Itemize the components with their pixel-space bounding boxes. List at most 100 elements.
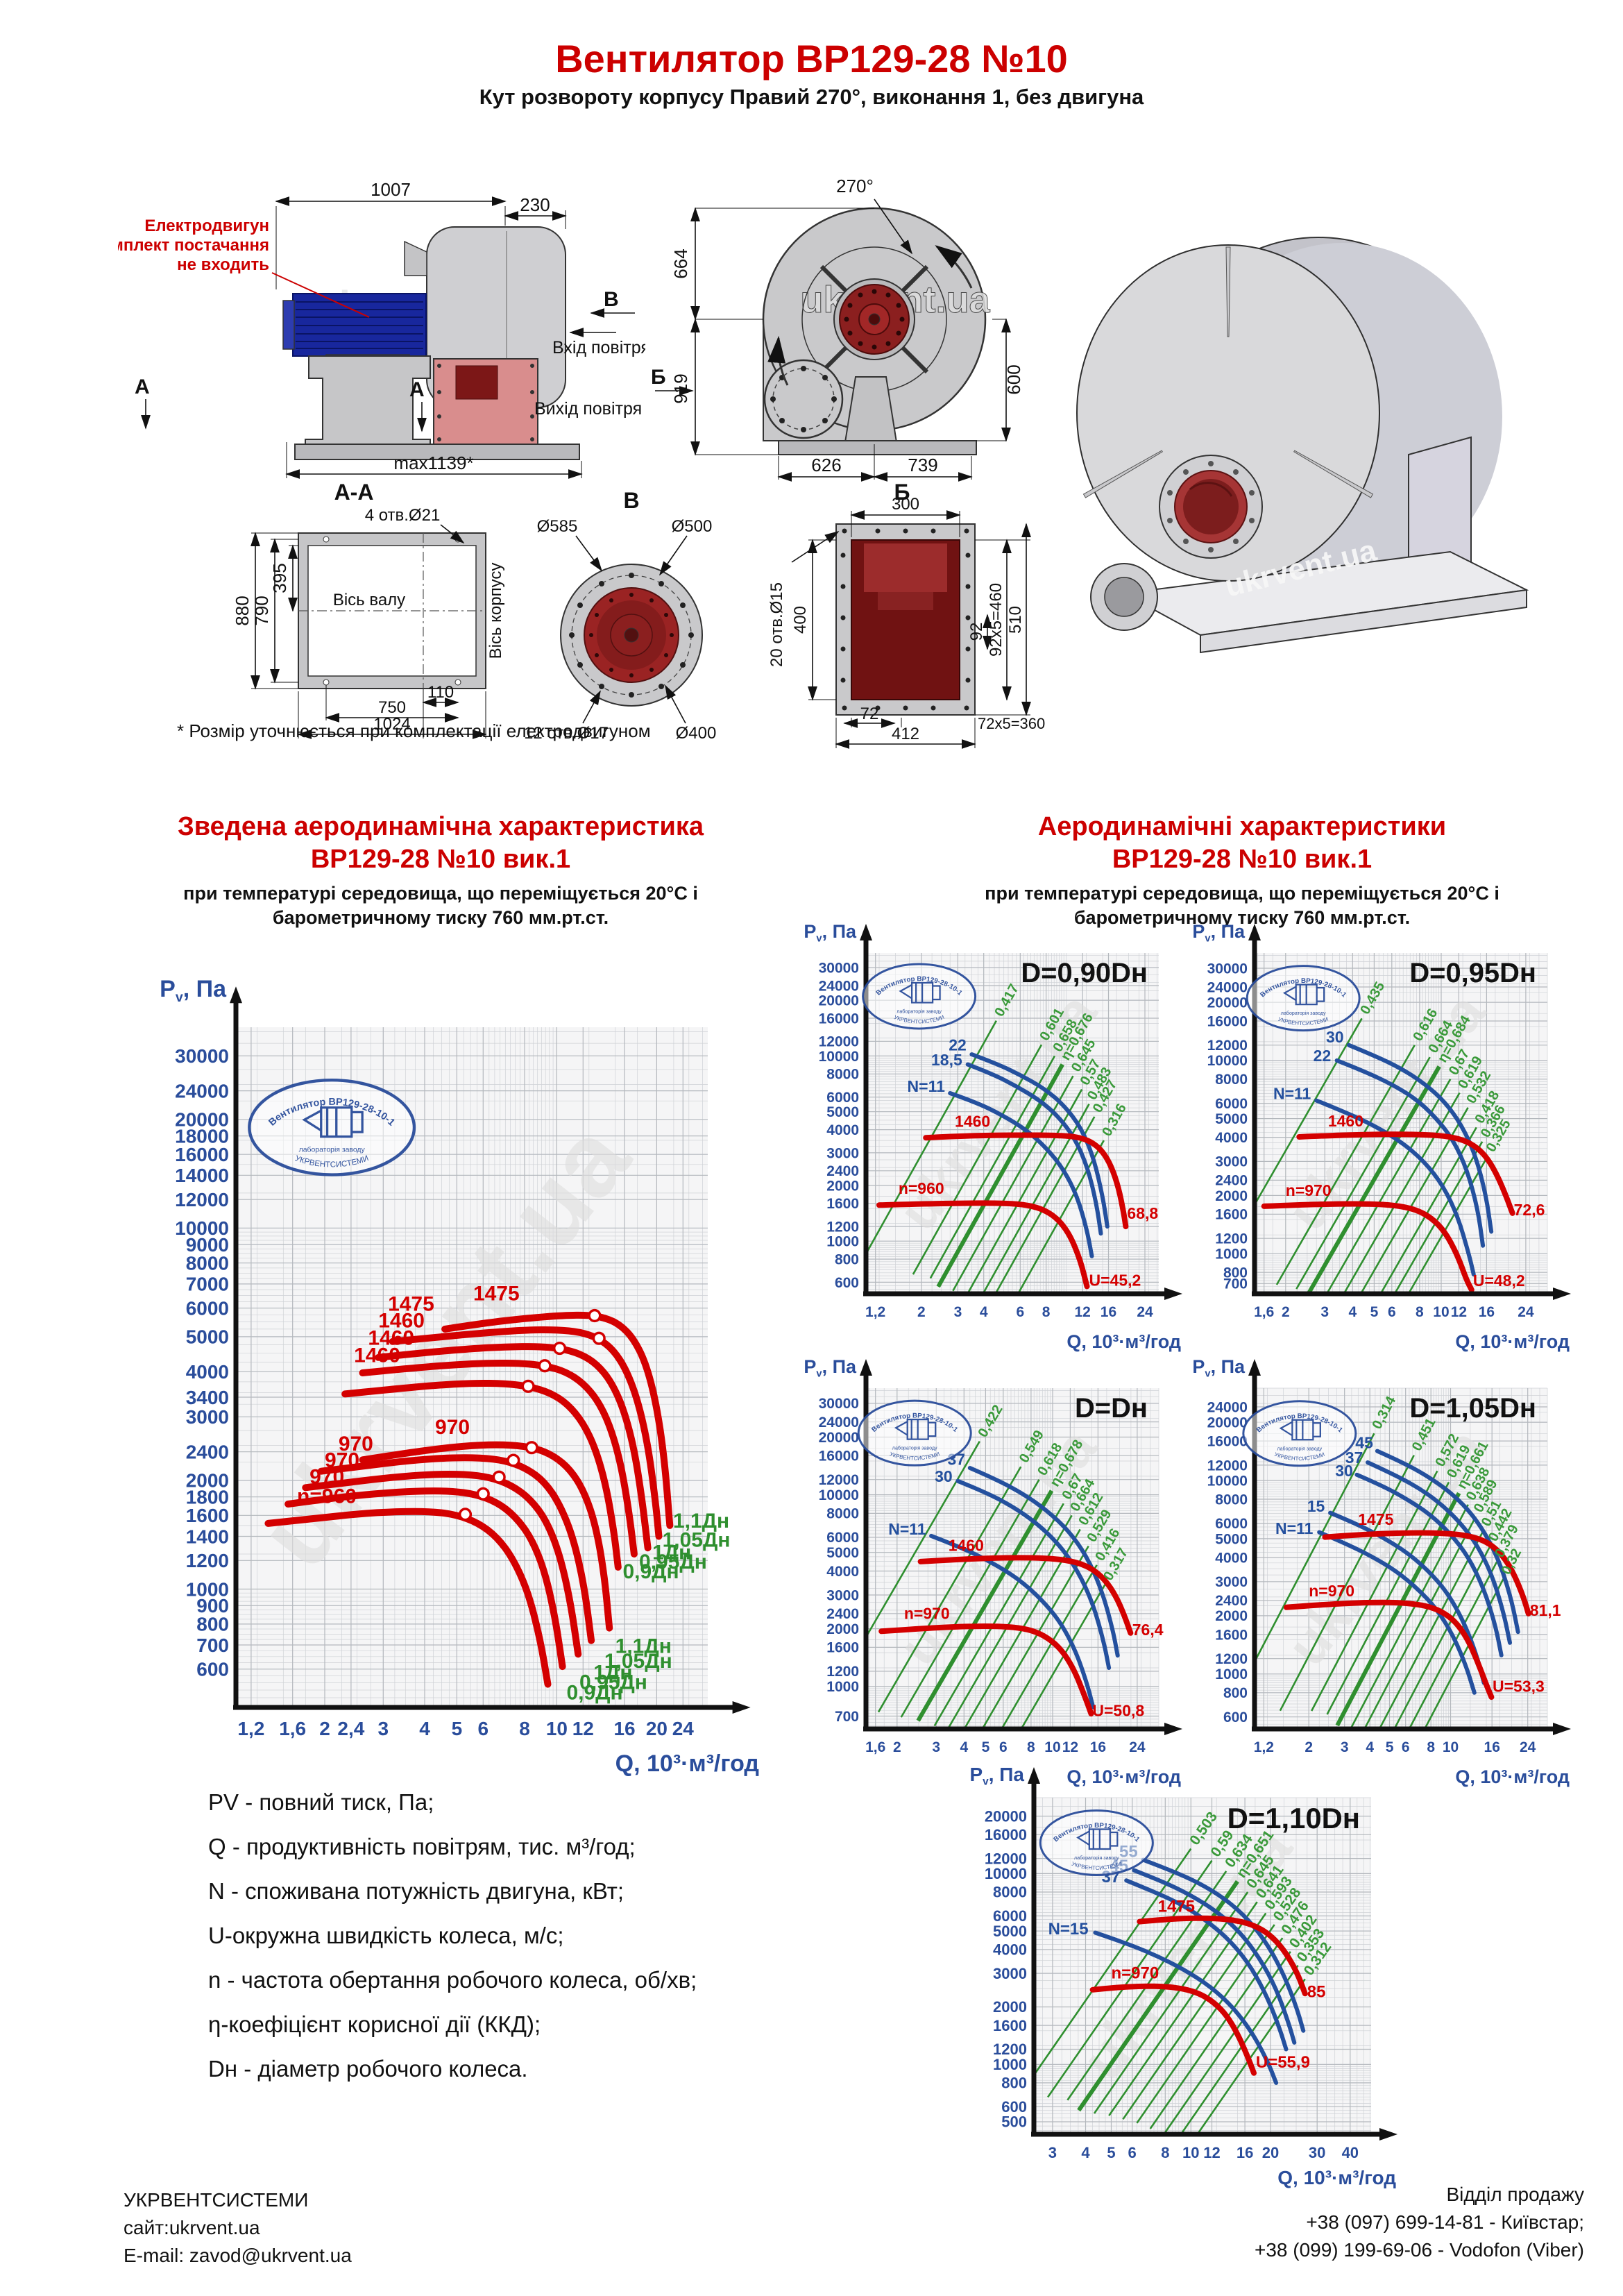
y-tick: 5000	[993, 1923, 1027, 1940]
legend-pv: PV - повний тиск, Па;	[208, 1789, 434, 1815]
y-tick: 600	[196, 1659, 229, 1680]
y-tick: 1000	[186, 1578, 229, 1600]
footer-email[interactable]: E-mail: zavod@ukrvent.ua	[124, 2245, 352, 2266]
chart-c: ukrvent.ua0,4220,5490,618η=0,6780,670,66…	[804, 1356, 1182, 1787]
y-tick: 20000	[1207, 1415, 1248, 1430]
y-tick: 2000	[1215, 1608, 1248, 1624]
x-tick: 5	[452, 1718, 463, 1739]
curve-N11	[1314, 1098, 1476, 1277]
x-tick: 12	[572, 1718, 594, 1739]
x-tick: 5	[982, 1739, 990, 1755]
x-tick: 8	[1416, 1304, 1424, 1320]
x-tick: 1,2	[1254, 1739, 1274, 1755]
y-tick: 2400	[186, 1442, 229, 1463]
curve-n970	[1283, 1599, 1495, 1700]
section-mark-v: В	[604, 288, 619, 311]
3d-flange-bolts	[1167, 461, 1255, 552]
legend-dn: Dн - діаметр робочого колеса.	[208, 2056, 528, 2082]
page-title: Вентилятор ВР129-28 №10	[555, 37, 1068, 81]
chart-e: ukrvent.ua0,5030,590,634η=0,6510,6450,64…	[969, 1764, 1397, 2188]
y-tick: 16000	[1207, 1433, 1248, 1449]
curve-N37	[967, 1466, 1120, 1658]
curve-N11	[948, 1091, 1094, 1258]
x-tick: 10	[546, 1718, 568, 1739]
stamp-logo: Вентилятор ВР129-28-10-1УКРВЕНТСИСТЕМИла…	[1039, 1809, 1154, 1877]
eta-line	[981, 1545, 1089, 1729]
curve-label: 37	[1345, 1449, 1363, 1467]
curve-label: 85	[1307, 1982, 1326, 2001]
y-tick: 1000	[826, 1234, 859, 1250]
curve-N22	[1334, 1058, 1486, 1248]
dim-664: 664	[670, 248, 691, 278]
curve-label: 22	[949, 1036, 967, 1054]
eta-line	[1149, 1937, 1284, 2129]
y-tick: 8000	[826, 1506, 859, 1522]
chart-title: D=0,90Dн	[1021, 958, 1148, 988]
summary-section-header: Зведена аеродинамічна характеристика ВР1…	[90, 811, 791, 930]
x-tick: 5	[1386, 1739, 1394, 1755]
svg-tspan: P	[969, 1764, 983, 1785]
x-tick: 12	[1062, 1739, 1078, 1755]
footer-phone2[interactable]: +38 (099) 199-69-06 - Vodofon (Viber)	[1254, 2239, 1584, 2261]
y-axis-label: Pv, Па	[804, 1356, 857, 1379]
chart-d095: ukrvent.ua 0,435 0,616 0,664 η=0,684 0,67 0,61…	[1185, 920, 1574, 1357]
y-tick: 1600	[826, 1640, 859, 1656]
curve-marker	[492, 1470, 506, 1484]
curve-n960	[876, 1200, 1090, 1290]
x-tick: 24	[1137, 1304, 1153, 1320]
eta-line	[1122, 1912, 1267, 2120]
curve-N55	[1141, 1857, 1306, 2033]
y-tick: 12000	[1207, 1458, 1248, 1474]
y-axis-label: Pv, Па	[1192, 1356, 1246, 1379]
y-tick: 5000	[1215, 1531, 1248, 1547]
curve-label: U=45,2	[1089, 1271, 1141, 1289]
y-tick: 3000	[826, 1587, 859, 1603]
stamp-fan-glyph	[1279, 1419, 1321, 1441]
x-tick: 1,2	[865, 1304, 885, 1320]
y-tick: 800	[1223, 1685, 1248, 1701]
footer-phone1[interactable]: +38 (097) 699-14-81 - Київстар;	[1306, 2211, 1584, 2233]
grid-minor	[866, 953, 1159, 1294]
curve-label: 1,05Дн	[604, 1650, 672, 1673]
y-tick: 4000	[1215, 1550, 1248, 1566]
y-tick: 10000	[819, 1487, 859, 1503]
y-tick: 16000	[819, 1449, 859, 1464]
svg-tspan: P	[160, 976, 176, 1002]
curve-label: 1475	[473, 1283, 520, 1306]
curve-label: 1460	[955, 1112, 990, 1130]
x-tick: 10	[1443, 1739, 1459, 1755]
y-tick: 18000	[175, 1125, 229, 1147]
curve-label: 1Дн	[593, 1662, 632, 1685]
y-tick: 2000	[826, 1621, 859, 1637]
y-tick: 10000	[985, 1865, 1027, 1882]
y-tick: 1200	[1215, 1231, 1248, 1247]
x-tick: 16	[1484, 1739, 1500, 1755]
drawing-side-view: ukrvent.ua	[118, 179, 645, 479]
y-tick: 12000	[985, 1850, 1027, 1867]
y-tick: 8000	[993, 1884, 1027, 1901]
dim-max1139: max1139*	[393, 453, 473, 473]
x-tick: 2	[1305, 1739, 1313, 1755]
svg-tspan: P	[804, 921, 816, 942]
y-tick: 1200	[1215, 1651, 1248, 1667]
y-tick: 16000	[819, 1011, 859, 1027]
x-tick: 3	[1341, 1739, 1349, 1755]
eta-line	[1326, 1481, 1450, 1715]
x-tick: 1,6	[279, 1718, 306, 1739]
eta-line	[946, 1514, 1073, 1729]
eta-line	[1020, 1584, 1106, 1729]
curve-n970	[878, 1623, 1094, 1717]
dim-230: 230	[520, 194, 550, 215]
footer-site[interactable]: сайт:ukrvent.ua	[124, 2217, 260, 2238]
eta-line	[1093, 1891, 1249, 2114]
eta-line	[866, 1440, 980, 1639]
summary-title-line2: ВР129-28 №10 вик.1	[310, 845, 571, 874]
svg-tspan: , Па	[822, 921, 857, 942]
curve-label: 1460	[1328, 1112, 1363, 1130]
view-b-dimensions	[791, 510, 1031, 749]
y-tick: 10000	[1207, 1053, 1248, 1069]
drawing-view-b: Б 300 20 отв.Ø15 400 92	[767, 480, 1045, 749]
x-tick: 6	[999, 1739, 1008, 1755]
stamp-fan-glyph	[302, 1106, 364, 1138]
